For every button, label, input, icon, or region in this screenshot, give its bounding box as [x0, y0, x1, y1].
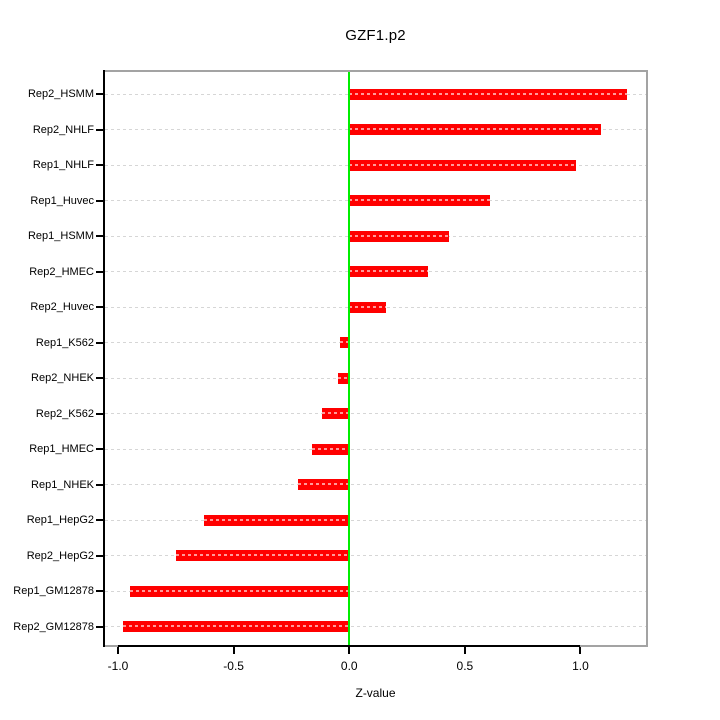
y-axis-tick [96, 377, 103, 380]
gridline [105, 626, 646, 628]
bar-grid-overlay [122, 625, 350, 628]
y-tick-label-Rep1_HSMM: Rep1_HSMM [27, 230, 94, 243]
y-tick-label-Rep2_NHEK: Rep2_NHEK [31, 372, 94, 385]
bar-Rep1_GM12878 [129, 585, 350, 597]
bar-grid-overlay [312, 447, 350, 450]
y-tick-label-Rep1_K562: Rep1_K562 [35, 336, 94, 349]
y-axis-tick [96, 235, 103, 238]
y-tick-label-Rep2_NHLF: Rep2_NHLF [32, 123, 94, 136]
bar-grid-overlay [203, 518, 350, 521]
y-axis-tick [96, 93, 103, 95]
y-tick-label-Rep2_HMEC: Rep2_HMEC [29, 265, 94, 278]
bar-Rep1_NHEK [298, 479, 350, 491]
x-axis-line [118, 645, 581, 647]
y-axis-tick [96, 483, 103, 486]
y-axis-tick [96, 341, 103, 344]
y-axis-tick [96, 164, 103, 167]
plot-border-top [103, 70, 648, 72]
bar-Rep2_NHLF [349, 124, 602, 136]
y-tick-label-Rep2_Huvec: Rep2_Huvec [30, 301, 94, 314]
bar-Rep2_GM12878 [122, 621, 350, 633]
x-axis-tick [117, 647, 120, 654]
x-tick-label--1.0: -1.0 [107, 659, 129, 673]
y-axis-tick [96, 448, 103, 451]
y-axis-tick [96, 625, 103, 628]
gridline [105, 555, 646, 557]
bar-grid-overlay [349, 199, 491, 202]
y-axis-tick [96, 590, 103, 593]
y-axis-tick [96, 554, 103, 557]
bar-grid-overlay [349, 270, 428, 273]
bar-grid-overlay [321, 412, 350, 415]
bar-grid-overlay [337, 376, 350, 379]
x-tick-label--0.5: -0.5 [223, 659, 244, 673]
chart-title: GZF1.p2 [345, 27, 406, 44]
gridline [105, 519, 646, 521]
y-tick-label-Rep1_HMEC: Rep1_HMEC [29, 443, 94, 456]
bar-Rep2_HepG2 [175, 550, 350, 562]
x-axis-tick [348, 647, 351, 654]
y-axis-tick [96, 412, 103, 415]
gridline [105, 413, 646, 415]
y-axis-tick [96, 270, 103, 273]
gridline [105, 590, 646, 592]
x-axis-title: Z-value [355, 686, 396, 700]
x-axis-tick [232, 647, 235, 654]
bar-grid-overlay [349, 305, 387, 308]
x-axis-tick [579, 647, 582, 654]
bar-Rep1_NHLF [349, 159, 576, 171]
y-tick-label-Rep1_NHEK: Rep1_NHEK [31, 478, 94, 491]
y-tick-label-Rep2_HSMM: Rep2_HSMM [27, 88, 94, 100]
y-tick-label-Rep1_HepG2: Rep1_HepG2 [26, 514, 94, 527]
plot-border-right [646, 70, 648, 647]
gridline [105, 377, 646, 379]
bar-Rep2_HSMM [349, 88, 627, 100]
y-axis-tick [96, 199, 103, 202]
plot-border-left-axis [103, 70, 105, 647]
x-tick-label-0.5: 0.5 [456, 659, 474, 673]
bar-Rep1_HMEC [312, 443, 350, 455]
bar-grid-overlay [349, 92, 627, 95]
bar-grid-overlay [129, 589, 350, 592]
gridline [105, 448, 646, 450]
bar-Rep2_Huvec [349, 301, 387, 313]
gridline [105, 484, 646, 486]
y-axis-tick [96, 128, 103, 131]
y-tick-label-Rep2_HepG2: Rep2_HepG2 [26, 549, 94, 562]
bar-Rep1_K562 [340, 337, 350, 349]
bar-Rep1_HepG2 [203, 514, 350, 526]
bar-grid-overlay [175, 554, 350, 557]
bar-grid-overlay [298, 483, 350, 486]
y-tick-label-Rep1_Huvec: Rep1_Huvec [30, 194, 94, 207]
bar-grid-overlay [349, 128, 602, 131]
x-axis-tick [463, 647, 466, 654]
y-tick-label-Rep1_NHLF: Rep1_NHLF [32, 159, 94, 172]
x-tick-label-0.0: 0.0 [340, 659, 358, 673]
y-axis-tick [96, 306, 103, 309]
bar-Rep1_HSMM [349, 230, 449, 242]
bar-grid-overlay [349, 163, 576, 166]
zero-reference-line [348, 72, 351, 645]
bar-grid-overlay [349, 234, 449, 237]
bar-Rep2_NHEK [337, 372, 350, 384]
y-tick-label-Rep2_GM12878: Rep2_GM12878 [13, 620, 94, 633]
bar-Rep2_HMEC [349, 266, 428, 278]
bar-grid-overlay [340, 341, 350, 344]
bar-Rep1_Huvec [349, 195, 491, 207]
y-axis-tick [96, 519, 103, 522]
bar-Rep2_K562 [321, 408, 350, 420]
gridline [105, 342, 646, 344]
plot-area [96, 70, 648, 654]
x-tick-label-1.0: 1.0 [572, 659, 589, 673]
y-tick-label-Rep1_GM12878: Rep1_GM12878 [13, 585, 94, 598]
y-tick-label-Rep2_K562: Rep2_K562 [35, 407, 94, 420]
